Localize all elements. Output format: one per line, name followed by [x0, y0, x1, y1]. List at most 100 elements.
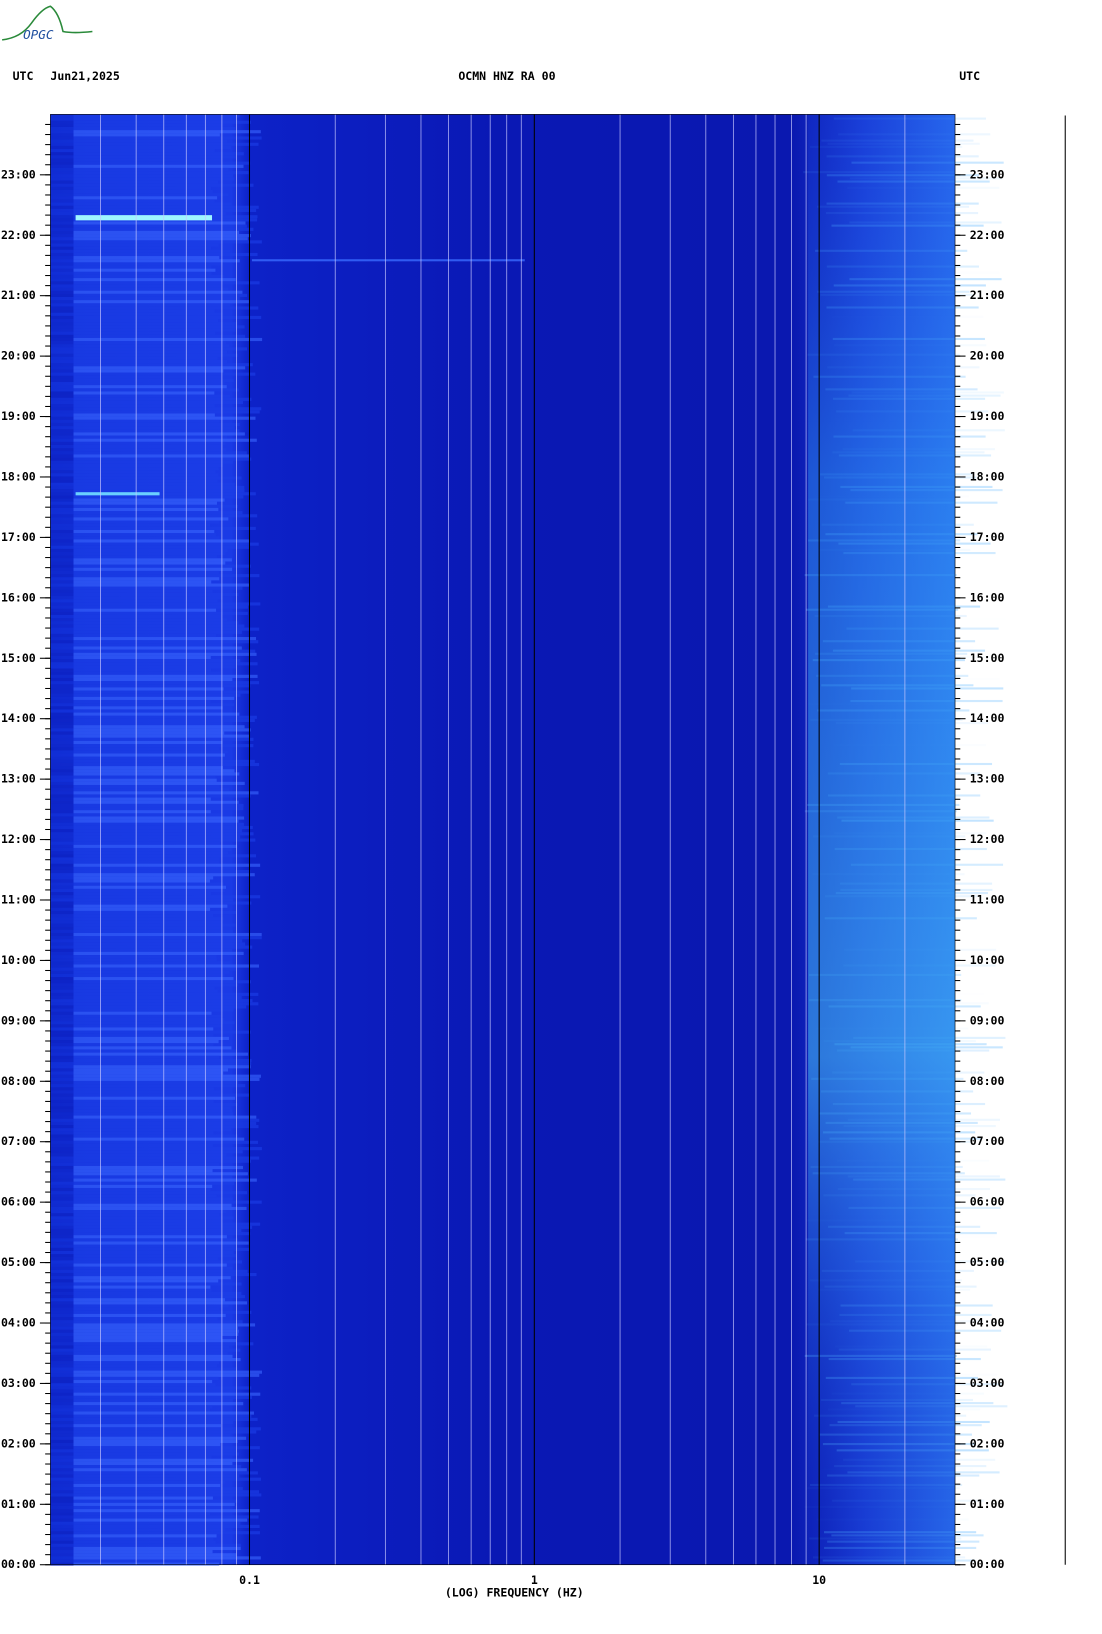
texture: [73, 1531, 260, 1535]
texture: [73, 306, 259, 310]
texture: [50, 722, 74, 726]
texture: [73, 1131, 214, 1135]
texture: [73, 1191, 248, 1195]
texture: [73, 939, 243, 943]
texture: [50, 1055, 74, 1059]
texture: [73, 1553, 237, 1557]
texture: [50, 1329, 74, 1333]
texture: [50, 854, 74, 858]
texture: [50, 482, 74, 486]
texture: [73, 1298, 226, 1302]
texture: [73, 1427, 261, 1431]
texture: [50, 674, 74, 678]
texture: [50, 495, 74, 499]
texture: [50, 467, 74, 471]
texture: [50, 293, 74, 297]
texture: [50, 992, 74, 996]
texture: [73, 171, 249, 175]
y-tick-label: 10:00: [970, 953, 1005, 967]
texture: [73, 643, 222, 647]
texture: [73, 851, 229, 855]
texture: [50, 844, 74, 848]
texture: [50, 769, 74, 773]
texture: [73, 920, 222, 924]
texture: [50, 986, 74, 990]
texture: [73, 1263, 227, 1267]
texture: [50, 775, 74, 779]
texture: [73, 1162, 220, 1166]
texture: [50, 1112, 74, 1116]
texture: [73, 1169, 213, 1173]
texture: [73, 164, 244, 168]
texture: [73, 1436, 247, 1440]
texture: [73, 627, 260, 631]
texture: [50, 359, 74, 364]
texture: [73, 1058, 252, 1063]
texture: [73, 1147, 262, 1151]
texture: [73, 1093, 250, 1097]
y-tick-label: 11:00: [1, 892, 36, 906]
texture: [73, 523, 211, 527]
texture: [73, 1071, 224, 1075]
texture: [50, 842, 73, 845]
texture: [73, 1137, 245, 1141]
texture: [73, 677, 233, 682]
x-tick-label: 0.1: [239, 1573, 260, 1587]
texture: [73, 1247, 250, 1251]
texture: [50, 577, 74, 581]
texture: [73, 1550, 213, 1554]
texture: [50, 744, 74, 748]
texture: [73, 970, 230, 974]
y-tick-label: 14:00: [970, 711, 1005, 725]
texture: [50, 936, 74, 940]
texture: [50, 1118, 74, 1122]
texture: [50, 1206, 74, 1211]
texture: [73, 1361, 220, 1365]
y-tick-label: 19:00: [1, 409, 36, 423]
texture: [73, 1266, 233, 1270]
texture: [73, 451, 247, 455]
texture: [73, 1272, 257, 1277]
texture: [73, 605, 248, 609]
texture: [73, 498, 225, 502]
texture: [73, 866, 236, 870]
texture: [50, 353, 74, 357]
texture: [73, 1080, 239, 1085]
texture: [50, 394, 74, 398]
texture: [73, 520, 220, 524]
texture: [50, 1395, 74, 1399]
texture: [50, 290, 74, 294]
texture: [50, 404, 74, 408]
y-tick-label: 00:00: [1, 1557, 36, 1571]
texture: [73, 1200, 262, 1204]
texture: [50, 444, 74, 449]
texture: [73, 114, 240, 118]
texture: [73, 1187, 211, 1192]
texture: [73, 961, 231, 965]
texture: [73, 1140, 258, 1144]
texture: [50, 627, 74, 631]
texture: [73, 819, 239, 823]
texture: [73, 869, 251, 874]
texture: [50, 1543, 74, 1547]
texture: [50, 608, 74, 612]
event: [75, 492, 160, 496]
texture: [50, 1228, 74, 1233]
texture: [73, 1159, 251, 1163]
texture: [73, 1074, 261, 1078]
texture: [73, 529, 215, 534]
texture: [73, 492, 256, 496]
texture: [73, 482, 236, 486]
texture: [73, 1490, 260, 1494]
texture: [50, 999, 74, 1003]
texture: [50, 514, 74, 518]
texture: [50, 1027, 73, 1030]
texture: [50, 967, 74, 971]
texture: [73, 637, 257, 641]
texture: [50, 1528, 74, 1532]
texture: [50, 268, 74, 272]
texture: [50, 825, 74, 830]
texture: [50, 435, 74, 439]
texture: [73, 681, 260, 685]
texture: [50, 1345, 74, 1349]
